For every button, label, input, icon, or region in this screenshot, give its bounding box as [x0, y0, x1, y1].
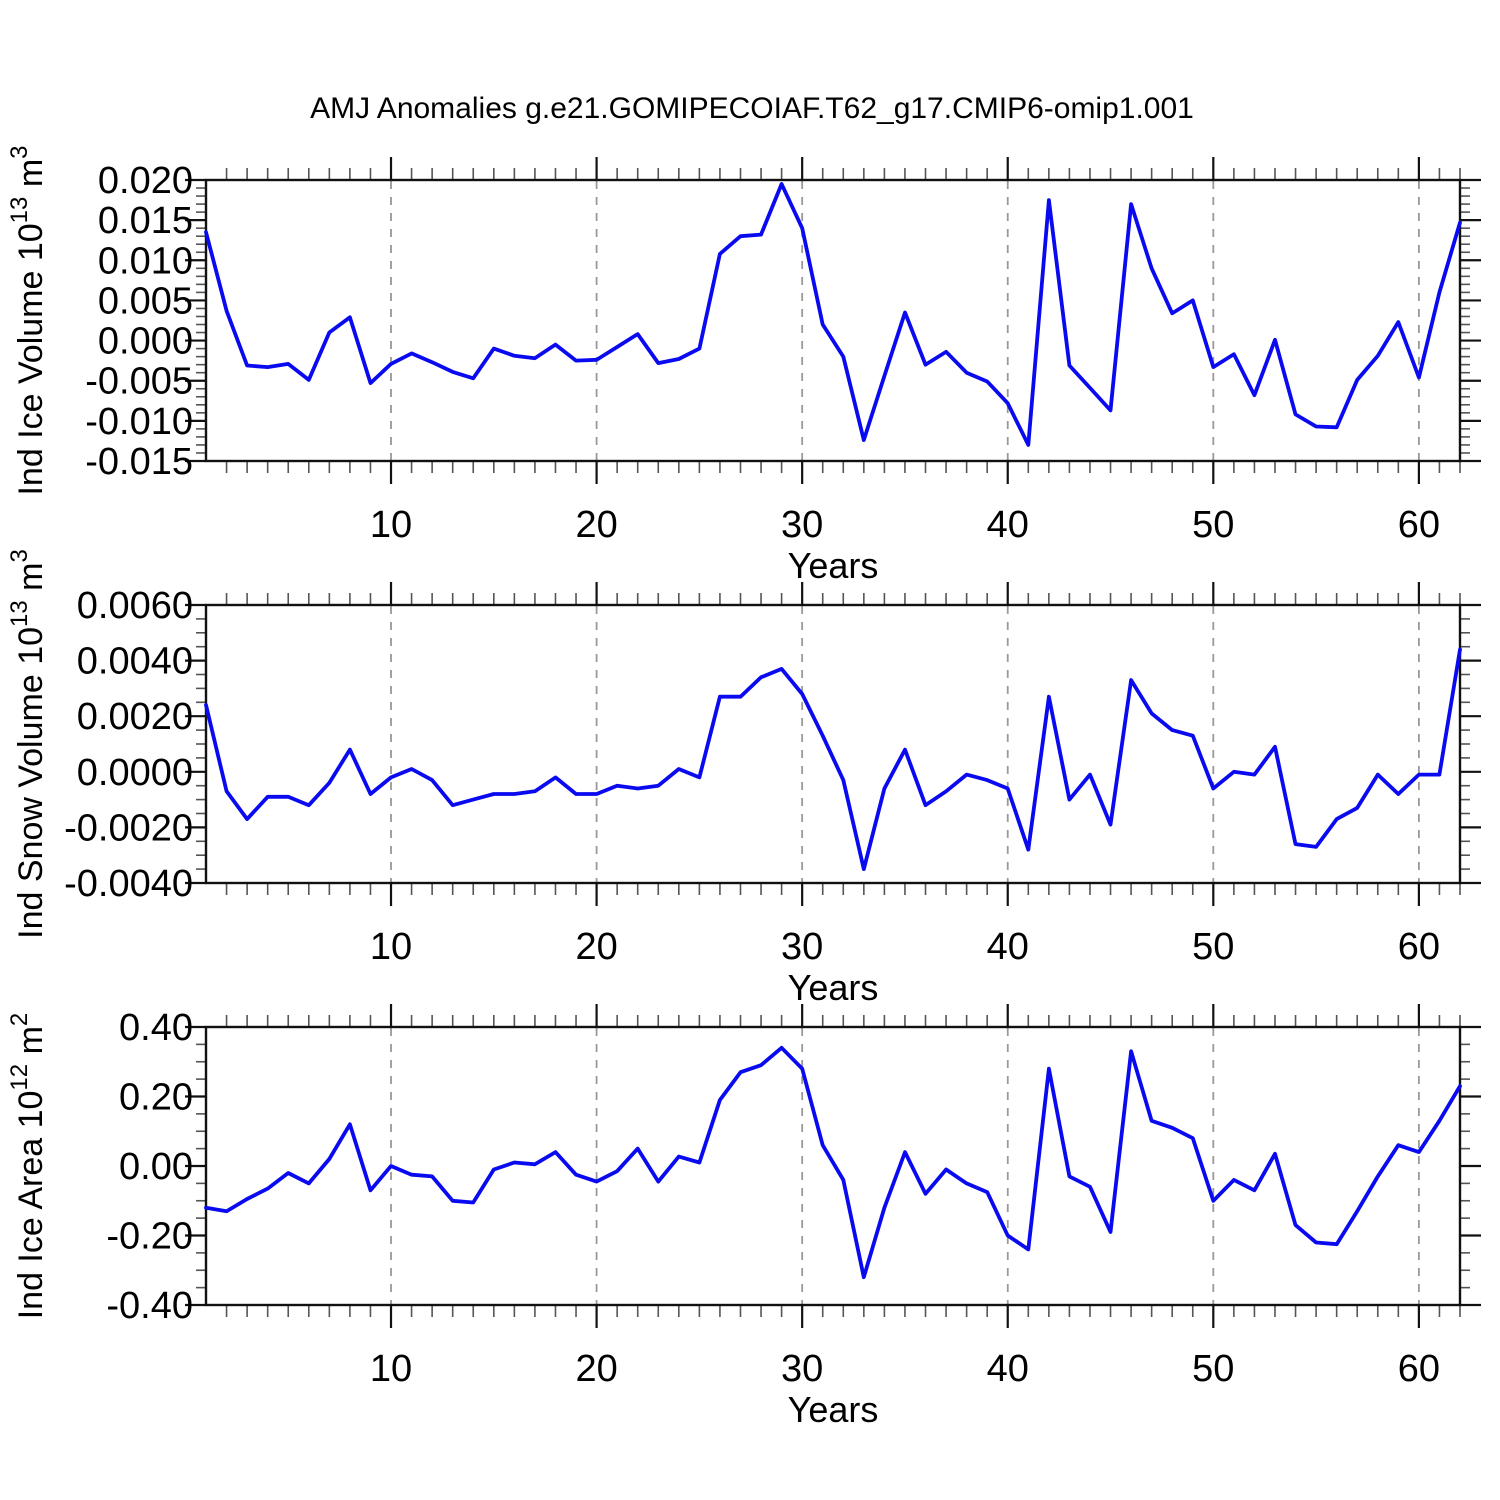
grid-lines — [390, 1028, 1420, 1304]
series-line-ind-snow-volume — [204, 647, 1462, 871]
x-major-ticks — [389, 157, 1420, 484]
panel-ind-ice-area: 10 20 30 40 50 60 -0.40 -0.20 0.00 0.20 0.40 Years I… — [6, 1004, 1481, 1430]
y-axis-title-ind-ice-area: Ind Ice Area 1012 m2 — [6, 1013, 50, 1320]
x-axis-title-ind-ice-area: Years — [788, 1389, 879, 1430]
x-major-ticks — [389, 1004, 1420, 1328]
plot-frame — [204, 603, 1462, 885]
y-minor-ticks — [196, 618, 1470, 870]
panels: 10 20 30 40 50 60-0.015-0.010-0.0050.0000.005… — [6, 145, 1481, 1430]
x-tick-label: 60 — [1398, 1348, 1440, 1390]
y-tick-label: 0.0060 — [77, 585, 193, 627]
figure-title: AMJ Anomalies g.e21.GOMIPECOIAF.T62_g17.… — [310, 92, 1194, 125]
series-line-ind-ice-area — [204, 1045, 1462, 1280]
x-tick-label: 30 — [781, 504, 823, 546]
x-tick-label: 10 — [370, 1348, 412, 1390]
x-tick-labels: 10 20 30 40 50 60 — [370, 926, 1440, 968]
y-tick-label: -0.40 — [106, 1285, 193, 1327]
y-tick-label: 0.010 — [98, 240, 193, 282]
x-tick-label: 30 — [781, 1348, 823, 1390]
x-axis-title-ind-ice-volume: Years — [788, 545, 879, 586]
x-tick-label: 40 — [987, 1348, 1029, 1390]
y-tick-label: -0.0040 — [64, 863, 193, 905]
y-axis-title-ind-snow-volume: Ind Snow Volume 1013 m3 — [6, 549, 50, 939]
y-tick-label: 0.005 — [98, 280, 193, 322]
y-tick-labels: -0.40 -0.20 0.00 0.20 0.40 — [106, 1007, 193, 1327]
panel-ind-ice-volume: 10 20 30 40 50 60 -0.015-0.010-0.0050.0000.005… — [6, 145, 1481, 586]
y-tick-labels: -0.015-0.010-0.0050.0000.0050.0100.0150.… — [85, 160, 193, 483]
y-tick-label: -0.010 — [85, 401, 193, 443]
x-minor-ticks — [225, 593, 1461, 895]
y-major-ticks — [185, 1025, 1481, 1307]
y-tick-label: 0.20 — [119, 1077, 193, 1119]
y-tick-label: -0.20 — [106, 1216, 193, 1258]
y-major-ticks — [185, 178, 1481, 463]
series-line-ind-ice-volume — [204, 182, 1462, 447]
x-tick-label: 60 — [1398, 504, 1440, 546]
y-tick-label: 0.0040 — [77, 641, 193, 683]
y-tick-label: -0.0020 — [64, 807, 193, 849]
x-minor-ticks — [225, 1015, 1461, 1317]
x-major-ticks — [389, 582, 1420, 906]
y-tick-label: 0.00 — [119, 1146, 193, 1188]
x-tick-label: 20 — [575, 1348, 617, 1390]
x-tick-labels: 10 20 30 40 50 60 — [370, 1348, 1440, 1390]
y-tick-label: 0.0020 — [77, 696, 193, 738]
x-tick-label: 50 — [1192, 1348, 1234, 1390]
panel-ind-snow-volume: 10 20 30 40 50 60 -0.0040 -0.0020 0.0000 0.0020 0.… — [6, 549, 1481, 1008]
plot-frame — [204, 178, 1462, 463]
x-tick-label: 10 — [370, 504, 412, 546]
y-tick-label: 0.020 — [98, 160, 193, 202]
x-axis-title-ind-snow-volume: Years — [788, 967, 879, 1008]
x-tick-label: 20 — [575, 504, 617, 546]
y-tick-label: 0.000 — [98, 321, 193, 363]
x-tick-label: 20 — [575, 926, 617, 968]
grid-lines — [390, 181, 1420, 460]
plot-frame — [204, 1025, 1462, 1307]
x-tick-label: 50 — [1192, 926, 1234, 968]
y-minor-ticks — [196, 1043, 1470, 1289]
y-tick-labels: -0.0040 -0.0020 0.0000 0.0020 0.0040 0.0060 — [64, 585, 193, 905]
x-tick-label: 60 — [1398, 926, 1440, 968]
y-tick-label: 0.40 — [119, 1007, 193, 1049]
x-tick-label: 40 — [987, 926, 1029, 968]
grid-lines — [390, 606, 1420, 882]
x-tick-labels: 10 20 30 40 50 60 — [370, 504, 1440, 546]
y-axis-title-ind-ice-volume: Ind Ice Volume 1013 m3 — [6, 145, 50, 495]
x-minor-ticks — [225, 168, 1461, 473]
y-tick-label: 0.0000 — [77, 752, 193, 794]
x-tick-label: 50 — [1192, 504, 1234, 546]
y-minor-ticks — [196, 187, 1470, 454]
y-major-ticks — [185, 603, 1481, 885]
y-tick-label: 0.015 — [98, 200, 193, 242]
y-tick-label: -0.005 — [85, 361, 193, 403]
x-tick-label: 30 — [781, 926, 823, 968]
y-tick-label: -0.015 — [85, 441, 193, 483]
x-tick-label: 40 — [987, 504, 1029, 546]
x-tick-label: 10 — [370, 926, 412, 968]
